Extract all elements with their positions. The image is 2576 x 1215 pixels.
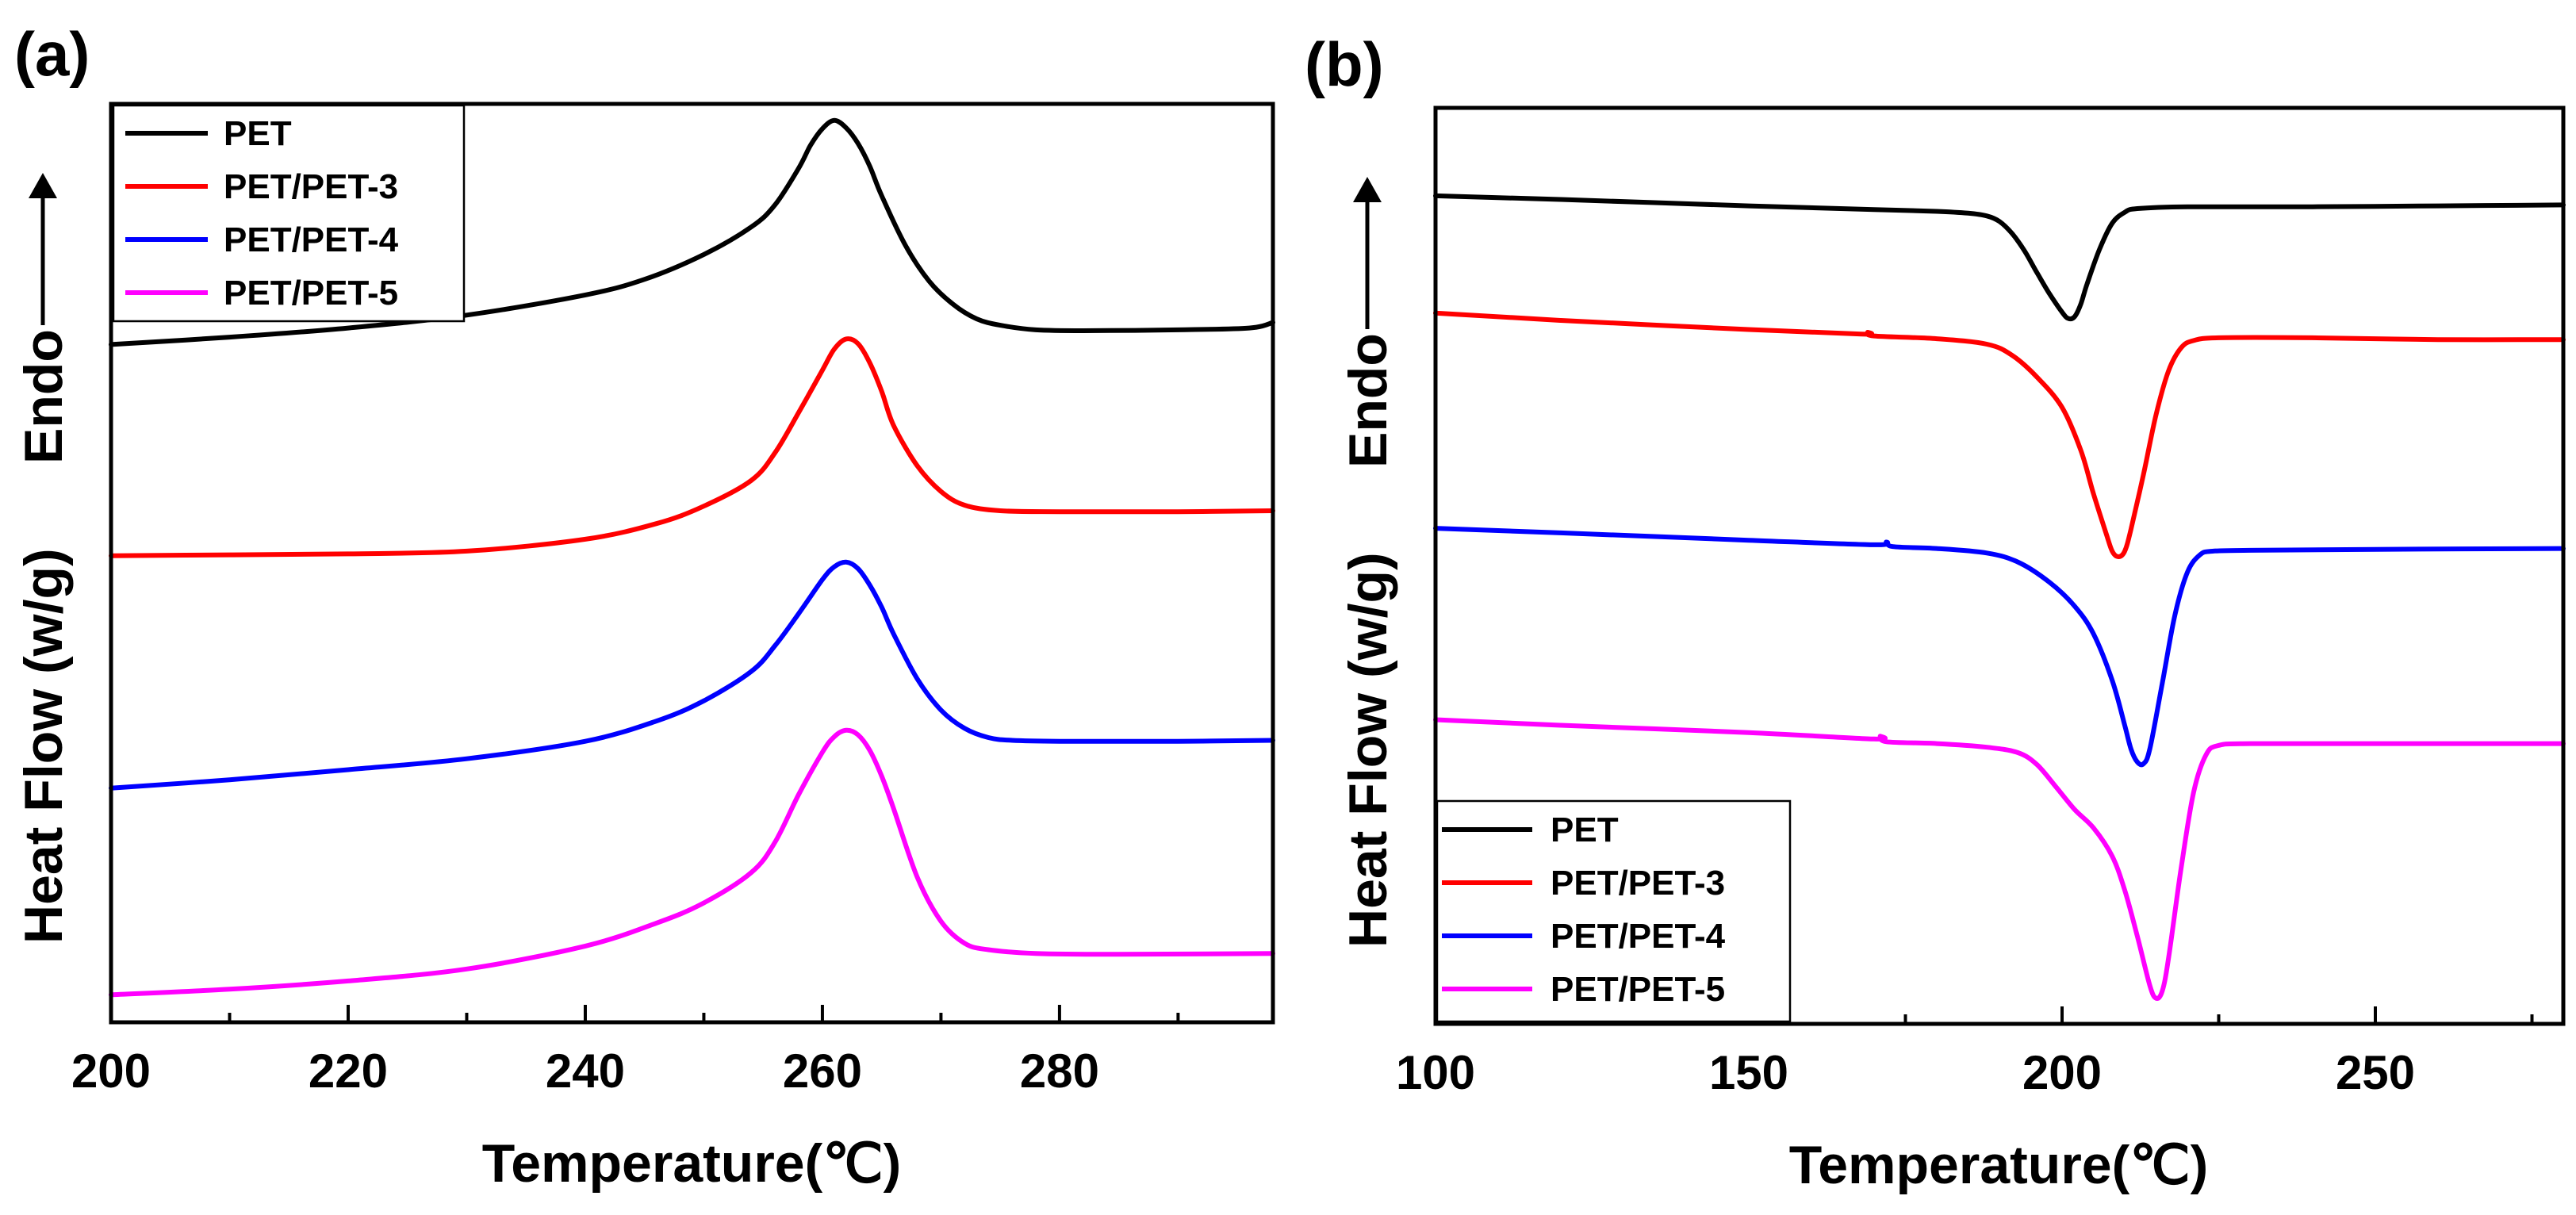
panel-a: (a) 200 220 240 260 280 Temperature(℃) Heat … [13, 19, 1275, 1194]
panel-b-x-tick-label-250: 250 [2336, 1046, 2415, 1099]
panel-a-y-axis-label: Heat Flow (w/g) [13, 548, 74, 944]
panel-a-x-tick-label-220: 220 [309, 1044, 388, 1098]
panel-b-x-tick-label-200: 200 [2022, 1046, 2102, 1099]
panel-a-legend-label-pet-pet-3: PET/PET-3 [224, 167, 398, 206]
panel-a-series-group [109, 117, 1275, 998]
panel-b-legend-box [1436, 799, 1792, 1023]
panel-a-x-tick-label-200: 200 [71, 1044, 151, 1098]
panel-b-plot-frame [1433, 105, 2566, 1026]
panel-a-series-pet-pet-4 [109, 559, 1275, 791]
panel-b-series-pet-pet-4 [1433, 526, 2566, 768]
panel-a-endo-label: Endo [13, 329, 74, 464]
panel-a-series-pet [109, 117, 1275, 347]
panel-b-endo-arrow-icon [1353, 177, 1382, 329]
panel-b-legend-item-pet: PET [1442, 811, 1619, 849]
panel-b-legend-item-pet-pet-4: PET/PET-4 [1442, 917, 1726, 956]
panel-a-legend-box [112, 104, 466, 323]
panel-b-series-group [1433, 193, 2566, 1001]
panel-a-legend-item-pet: PET [125, 114, 292, 153]
panel-b-label: (b) [1305, 29, 1384, 99]
panel-b-legend-label-pet-pet-4: PET/PET-4 [1551, 917, 1726, 956]
panel-b-legend-item-pet-pet-5: PET/PET-5 [1442, 970, 1725, 1009]
panel-b-series-pet-pet-3 [1433, 310, 2566, 559]
panel-a-x-ticks: 200 220 240 260 280 [71, 1005, 1180, 1098]
panel-b: (b) 100 150 200 250 Temperature(℃) Heat Flo… [1305, 29, 2566, 1195]
panel-b-legend: PET PET/PET-3 PET/PET-4 PET/PET-5 [1436, 799, 1792, 1023]
panel-b-legend-label-pet-pet-3: PET/PET-3 [1551, 864, 1725, 903]
panel-a-series-pet-pet-3 [109, 336, 1275, 558]
panel-b-legend-label-pet-pet-5: PET/PET-5 [1551, 970, 1725, 1009]
panel-a-legend: PET PET/PET-3 PET/PET-4 PET/PET-5 [112, 104, 466, 323]
panel-a-legend-label-pet: PET [224, 114, 292, 153]
panel-a-legend-item-pet-pet-4: PET/PET-4 [125, 220, 399, 259]
panel-b-legend-item-pet-pet-3: PET/PET-3 [1442, 864, 1725, 903]
panel-b-series-pet [1433, 193, 2566, 322]
panel-a-x-tick-label-280: 280 [1020, 1044, 1099, 1098]
panel-a-endo-arrow-icon [29, 173, 57, 325]
panel-b-x-ticks: 100 150 200 250 [1396, 1006, 2534, 1099]
panel-b-endo-label: Endo [1338, 333, 1398, 468]
panel-a-x-tick-label-260: 260 [783, 1044, 862, 1098]
panel-b-series-pet-pet-5 [1433, 717, 2566, 1001]
panel-a-legend-item-pet-pet-5: PET/PET-5 [125, 274, 398, 312]
panel-b-y-axis-title: Heat Flow (w/g) Endo [1338, 177, 1398, 948]
panel-a-series-pet-pet-5 [109, 727, 1275, 998]
panel-a-x-axis-label: Temperature(℃) [482, 1133, 902, 1194]
panel-b-y-axis-label: Heat Flow (w/g) [1338, 552, 1398, 948]
panel-a-legend-label-pet-pet-4: PET/PET-4 [224, 220, 399, 259]
panel-b-legend-label-pet: PET [1551, 811, 1619, 849]
panel-b-x-tick-label-100: 100 [1396, 1046, 1475, 1099]
panel-a-legend-label-pet-pet-5: PET/PET-5 [224, 274, 398, 312]
panel-a-y-axis-title: Heat Flow (w/g) Endo [13, 173, 74, 944]
panel-b-x-tick-label-150: 150 [1709, 1046, 1788, 1099]
panel-a-x-tick-label-240: 240 [546, 1044, 625, 1098]
panel-a-label: (a) [14, 19, 90, 89]
panel-a-legend-item-pet-pet-3: PET/PET-3 [125, 167, 398, 206]
panel-b-x-axis-label: Temperature(℃) [1789, 1135, 2209, 1195]
panel-a-plot-frame [109, 102, 1275, 1025]
